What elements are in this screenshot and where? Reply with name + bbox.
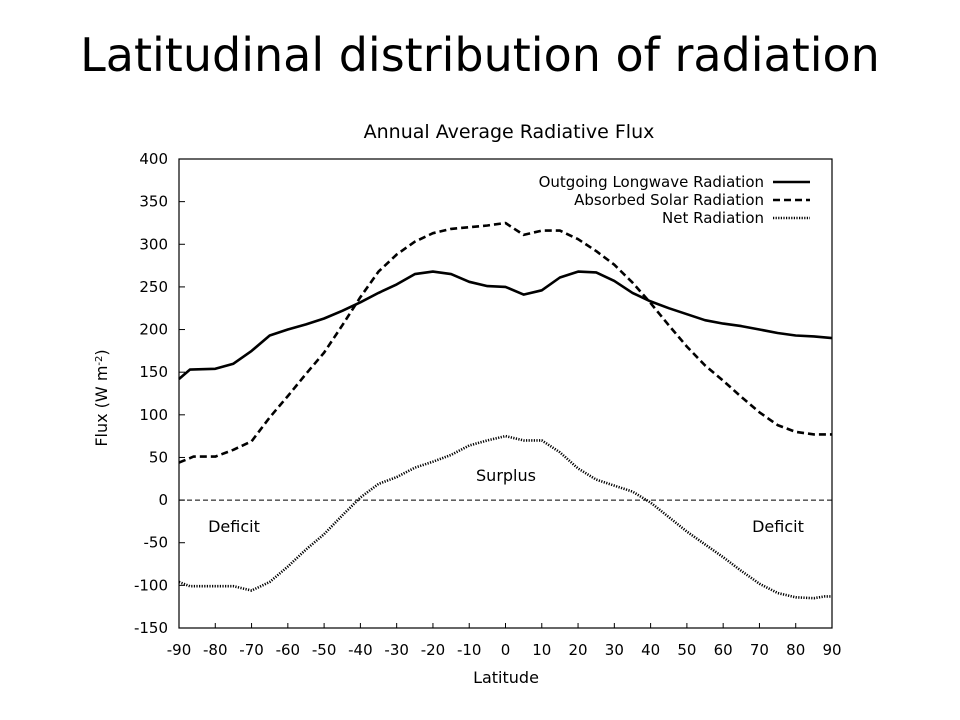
net-radiation-line xyxy=(178,434,832,600)
x-tick-label: 20 xyxy=(569,641,588,659)
x-tick-label: -50 xyxy=(312,641,337,659)
x-tick-label: 10 xyxy=(532,641,551,659)
legend-label: Absorbed Solar Radiation xyxy=(574,191,764,209)
y-tick-label: 0 xyxy=(158,491,168,509)
surplus-annotation: Surplus xyxy=(476,466,536,485)
x-tick-label: -10 xyxy=(457,641,482,659)
plot-border xyxy=(178,158,833,629)
x-tick-label: 90 xyxy=(822,641,841,659)
deficit-right-annotation: Deficit xyxy=(752,517,804,536)
y-tick-label: 50 xyxy=(149,448,168,466)
y-tick-label: 150 xyxy=(139,363,168,381)
x-tick-label: -40 xyxy=(348,641,373,659)
x-tick-label: 40 xyxy=(641,641,660,659)
absorbed-solar-line xyxy=(178,221,832,464)
x-tick-label: -20 xyxy=(421,641,446,659)
legend-label: Outgoing Longwave Radiation xyxy=(539,173,764,191)
deficit-left-annotation: Deficit xyxy=(208,517,260,536)
y-tick-label: 400 xyxy=(139,150,168,168)
y-axis-label-base: Flux (W m xyxy=(92,366,111,447)
y-axis-ticks: 400 350 300 250 200 150 100 50 0 -50 -100 -150 xyxy=(134,150,185,637)
y-axis-label-close: ) xyxy=(92,349,111,355)
y-axis-label-exponent: -2 xyxy=(94,356,105,366)
x-tick-label: 50 xyxy=(677,641,696,659)
outgoing-longwave-line xyxy=(178,270,833,380)
y-axis-label: Flux (W m-2) xyxy=(92,349,111,446)
x-axis-ticks: -90 -80 -70 -60 -50 -40 -30 -20 -10 0 10 20 30 40 50 60… xyxy=(167,623,842,659)
slide-title: Latitudinal distribution of radiation xyxy=(80,28,880,82)
x-tick-label: -60 xyxy=(276,641,301,659)
y-tick-label: 300 xyxy=(139,235,168,253)
x-tick-label: -90 xyxy=(167,641,192,659)
y-tick-label: -50 xyxy=(144,534,169,552)
legend-label: Net Radiation xyxy=(662,209,764,227)
x-axis-label: Latitude xyxy=(473,668,539,687)
plot-frame xyxy=(178,158,833,629)
x-tick-label: 80 xyxy=(786,641,805,659)
y-tick-label: -150 xyxy=(134,619,168,637)
y-tick-label: 350 xyxy=(139,193,168,211)
x-tick-label: 0 xyxy=(501,641,511,659)
chart-title: Annual Average Radiative Flux xyxy=(364,121,655,143)
y-tick-label: 200 xyxy=(139,321,168,339)
x-tick-label: 70 xyxy=(750,641,769,659)
x-tick-label: -80 xyxy=(203,641,228,659)
y-tick-label: 100 xyxy=(139,406,168,424)
x-tick-label: -70 xyxy=(239,641,264,659)
x-tick-label: 60 xyxy=(714,641,733,659)
y-tick-label: -100 xyxy=(134,576,168,594)
y-tick-label: 250 xyxy=(139,278,168,296)
series-layer xyxy=(178,221,833,600)
x-tick-label: -30 xyxy=(384,641,409,659)
x-tick-label: 30 xyxy=(605,641,624,659)
